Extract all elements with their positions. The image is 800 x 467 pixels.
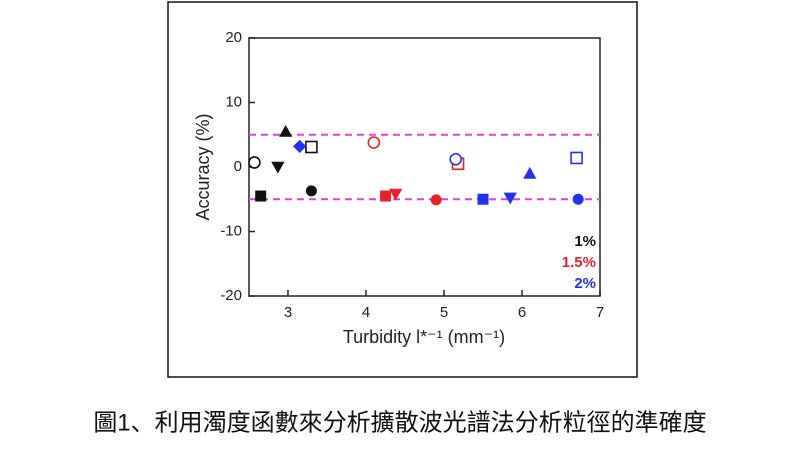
marker: [389, 188, 403, 201]
x-tick-label: 6: [518, 304, 526, 321]
y-tick-label: -10: [220, 222, 242, 239]
y-tick-label: -20: [220, 287, 242, 304]
marker: [293, 139, 307, 153]
x-axis-label: Turbidity l*⁻¹ (mm⁻¹): [343, 327, 505, 347]
y-tick-label: 20: [225, 29, 242, 46]
x-tick-label: 7: [596, 304, 604, 321]
y-axis-label: Accuracy (%): [193, 113, 213, 220]
marker: [367, 136, 381, 149]
marker: [271, 161, 285, 174]
marker: [305, 140, 318, 154]
marker: [570, 151, 583, 165]
plot-frame: [248, 37, 601, 297]
marker: [305, 185, 317, 197]
marker: [380, 190, 391, 202]
legend-label: 2%: [574, 275, 596, 292]
legend-label: 1.5%: [562, 254, 596, 271]
marker: [572, 193, 584, 205]
caption: 圖1、利用濁度函數來分析擴散波光譜法分析粒徑的準確度: [93, 409, 706, 436]
legend-label: 1%: [574, 233, 596, 250]
y-tick-label: 10: [225, 93, 242, 110]
marker: [503, 192, 517, 205]
marker: [255, 190, 267, 202]
x-tick-label: 3: [284, 304, 292, 321]
marker: [523, 166, 537, 179]
marker: [430, 194, 442, 206]
marker: [279, 124, 293, 137]
y-tick-label: 0: [234, 158, 242, 175]
figure-frame: [167, 1, 638, 378]
x-tick-label: 5: [440, 304, 448, 321]
x-tick-label: 4: [362, 304, 370, 321]
marker: [248, 156, 261, 169]
marker: [449, 152, 463, 166]
marker: [477, 193, 489, 205]
